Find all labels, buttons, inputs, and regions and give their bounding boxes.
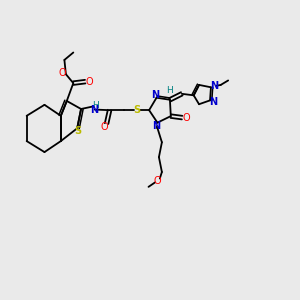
Text: N: N [152,121,160,130]
Text: O: O [182,112,190,123]
Text: H: H [167,86,173,95]
Text: O: O [100,122,108,132]
Text: O: O [58,68,66,78]
Text: N: N [90,105,98,115]
Text: H: H [92,100,99,109]
Text: O: O [85,76,93,87]
Text: N: N [151,90,159,100]
Text: O: O [154,176,161,186]
Text: S: S [134,105,141,115]
Text: S: S [74,126,82,136]
Text: N: N [209,97,217,107]
Text: N: N [210,81,218,91]
